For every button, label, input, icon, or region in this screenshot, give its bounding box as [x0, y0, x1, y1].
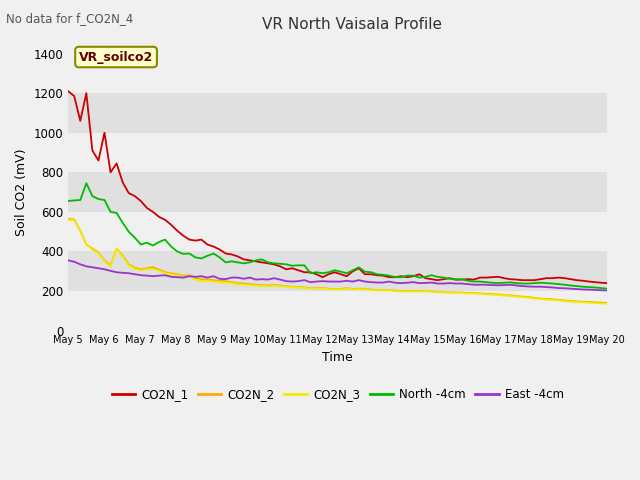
CO2N_1 [137, 198, 145, 204]
North -4cm [65, 198, 72, 204]
East -4cm [65, 257, 72, 263]
Bar [68, 291, 607, 331]
CO2N_1 [604, 280, 611, 286]
North -4cm [446, 276, 454, 282]
Line: CO2N_3: CO2N_3 [68, 220, 607, 304]
CO2N_2 [65, 216, 72, 222]
North -4cm [531, 280, 538, 286]
Bar [68, 133, 607, 172]
East -4cm [513, 283, 520, 288]
CO2N_3 [513, 294, 520, 300]
Y-axis label: Soil CO2 (mV): Soil CO2 (mV) [15, 148, 28, 236]
Bar [68, 172, 607, 212]
Legend: CO2N_1, CO2N_2, CO2N_3, North -4cm, East -4cm: CO2N_1, CO2N_2, CO2N_3, North -4cm, East… [107, 384, 568, 406]
CO2N_3 [579, 300, 587, 305]
Bar [68, 212, 607, 252]
CO2N_2 [440, 289, 447, 295]
East -4cm [137, 272, 145, 278]
CO2N_2 [228, 279, 236, 285]
Text: VR North Vaisala Profile: VR North Vaisala Profile [262, 17, 442, 32]
CO2N_3 [604, 301, 611, 307]
CO2N_1 [440, 276, 447, 282]
North -4cm [83, 180, 90, 186]
CO2N_2 [137, 266, 145, 272]
CO2N_2 [604, 300, 611, 306]
East -4cm [228, 275, 236, 280]
CO2N_1 [228, 252, 236, 257]
Text: VR_soilco2: VR_soilco2 [79, 50, 153, 63]
CO2N_1 [525, 277, 532, 283]
CO2N_3 [440, 289, 447, 295]
CO2N_1 [579, 278, 587, 284]
Line: CO2N_1: CO2N_1 [68, 91, 607, 283]
CO2N_1 [65, 88, 72, 94]
Text: No data for f_CO2N_4: No data for f_CO2N_4 [6, 12, 134, 25]
East -4cm [525, 284, 532, 289]
North -4cm [585, 284, 593, 290]
North -4cm [143, 240, 151, 245]
CO2N_3 [525, 295, 532, 300]
CO2N_1 [513, 276, 520, 282]
East -4cm [440, 281, 447, 287]
CO2N_3 [65, 217, 72, 223]
Bar [68, 252, 607, 291]
East -4cm [579, 287, 587, 292]
CO2N_3 [137, 267, 145, 273]
Line: North -4cm: North -4cm [68, 183, 607, 288]
North -4cm [234, 260, 241, 265]
CO2N_2 [525, 294, 532, 300]
East -4cm [604, 288, 611, 293]
Bar [68, 93, 607, 133]
Line: East -4cm: East -4cm [68, 260, 607, 290]
CO2N_2 [579, 299, 587, 305]
CO2N_3 [228, 280, 236, 286]
North -4cm [604, 286, 611, 291]
CO2N_2 [513, 293, 520, 299]
X-axis label: Time: Time [323, 351, 353, 364]
North -4cm [518, 281, 526, 287]
Line: CO2N_2: CO2N_2 [68, 219, 607, 303]
Bar [68, 54, 607, 93]
